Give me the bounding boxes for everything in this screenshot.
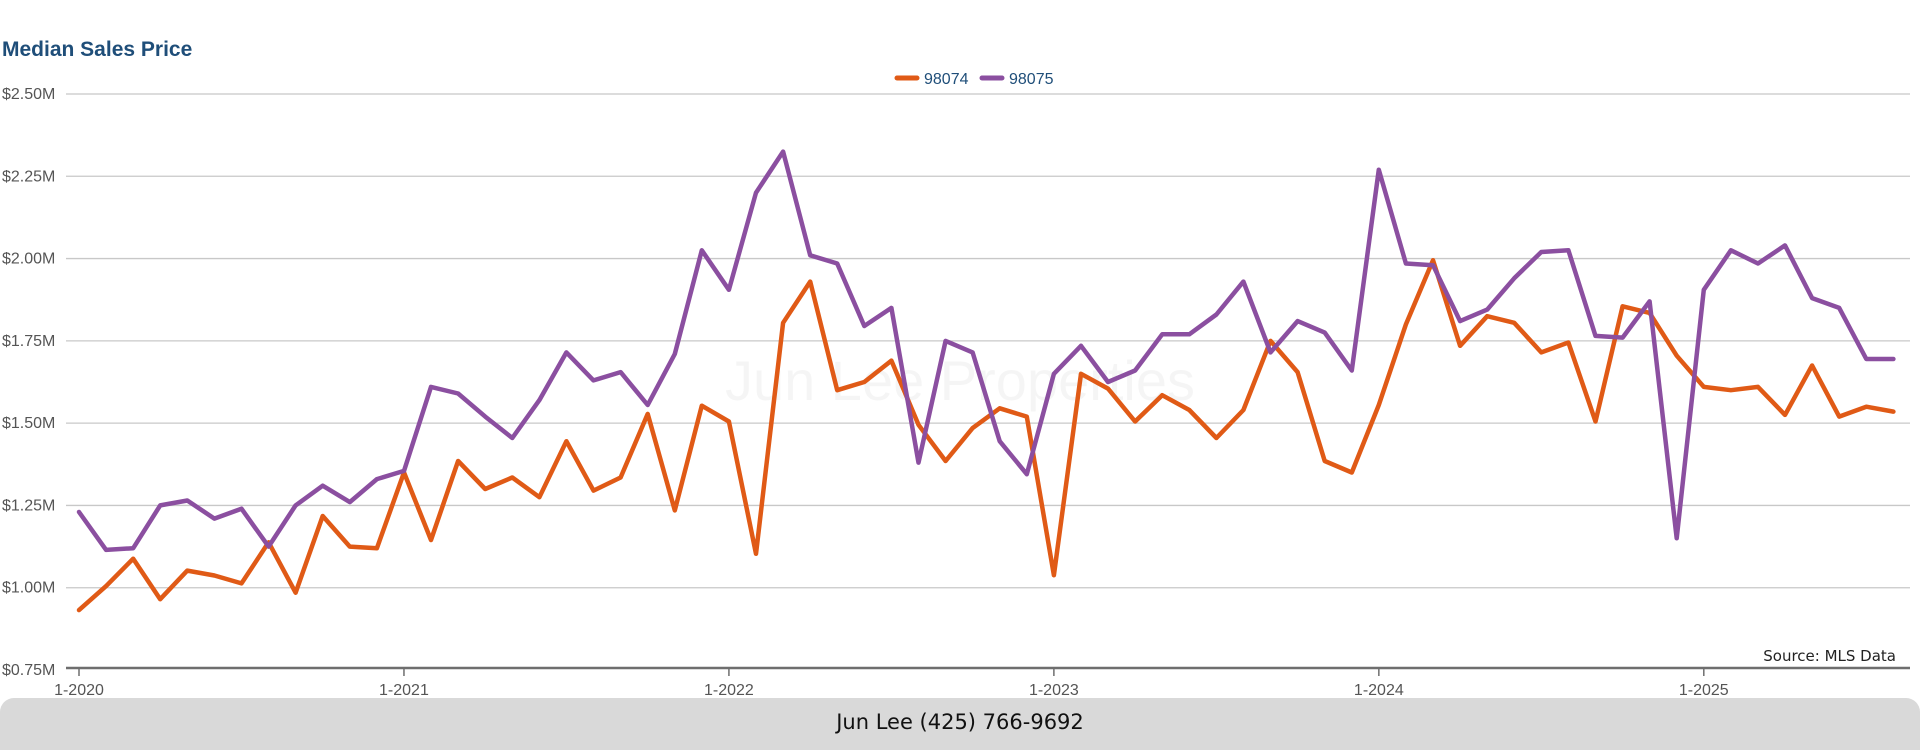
y-tick-label: $0.75M [2, 662, 55, 679]
x-tick-label: 1-2023 [1029, 682, 1079, 699]
chart: $0.75M $1.00M $1.25M $1.50M $1.75M $2.00M $2.2… [2, 71, 1910, 699]
gridlines [66, 93, 1910, 589]
y-tick-label: $1.00M [2, 580, 55, 597]
x-tick-label: 1-2024 [1354, 682, 1404, 699]
legend-label-98074: 98074 [924, 71, 969, 88]
legend-label-98075: 98075 [1009, 71, 1054, 88]
y-tick-label: $1.75M [2, 333, 55, 350]
axes: $0.75M $1.00M $1.25M $1.50M $1.75M $2.00M $2.2… [2, 86, 1910, 699]
y-tick-label: $1.25M [2, 497, 55, 514]
footer-bar: Jun Lee (425) 766-9692 [0, 698, 1920, 750]
y-tick-label: $1.50M [2, 415, 55, 432]
series-line-98074 [76, 257, 1896, 613]
y-tick-label: $2.00M [2, 251, 55, 268]
x-tick-label: 1-2020 [54, 682, 104, 699]
series-line-98075 [76, 149, 1896, 553]
series-lines [76, 149, 1896, 613]
x-tick-label: 1-2025 [1679, 682, 1729, 699]
x-tick-label: 1-2021 [379, 682, 429, 699]
x-tick-label: 1-2022 [704, 682, 754, 699]
y-tick-label: $2.50M [2, 86, 55, 103]
watermark: Jun Lee Properties [725, 349, 1195, 412]
legend: 98074 98075 [894, 71, 1054, 88]
footer-contact: Jun Lee (425) 766-9692 [836, 710, 1084, 734]
source-note: Source: MLS Data [1763, 647, 1896, 665]
chart-title: Median Sales Price [2, 38, 193, 61]
y-tick-label: $2.25M [2, 168, 55, 185]
